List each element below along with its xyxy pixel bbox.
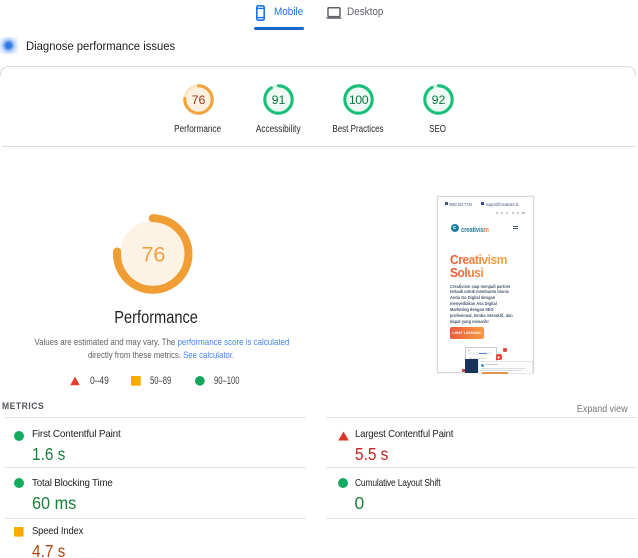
svg-text:92: 92 — [431, 93, 445, 107]
svg-text:76: 76 — [191, 93, 205, 107]
svg-text:91: 91 — [271, 93, 285, 107]
svg-text:76: 76 — [141, 242, 165, 266]
svg-text:100: 100 — [348, 93, 368, 107]
